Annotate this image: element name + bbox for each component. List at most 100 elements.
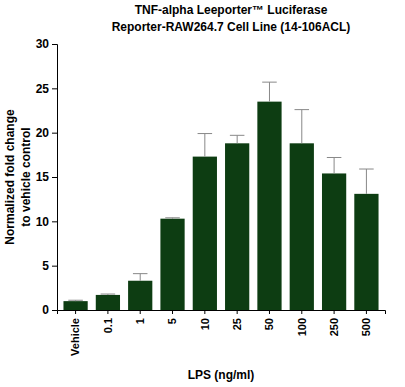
error-bar [133,274,148,281]
y-axis-title: to vehicle control [19,127,33,226]
tick-label: 250 [328,318,340,336]
bar [128,281,152,310]
tick-mark [52,177,57,178]
tick-label: 30 [36,37,50,51]
tick-mark [52,310,57,311]
tick: 250 [328,310,340,336]
tick-mark [52,88,57,89]
tick: 5 [42,259,57,273]
tick-mark [52,44,57,45]
tick: 5 [166,310,178,324]
error-bar [101,294,116,296]
error-bar [359,169,374,194]
error-stem [301,110,302,144]
error-cap [359,169,374,170]
tick-label: 20 [36,126,50,140]
error-cap [262,82,277,83]
tick-mark [52,221,57,222]
bar [257,102,281,310]
error-bar [295,110,310,144]
tick-label: 25 [231,318,243,330]
tick-mark [75,310,76,314]
plot: 051015202530Vehicle0.115102550100250500 [36,37,386,356]
x-axis-title: LPS (ng/ml) [188,368,255,382]
error-stem [366,169,367,194]
error-stem [140,274,141,281]
tick: 10 [199,310,211,330]
tick-mark [52,133,57,134]
bar [322,173,346,310]
tick-mark [204,310,205,314]
tick: 500 [360,310,372,336]
bars [63,82,378,310]
tick: 1 [134,310,146,324]
axis-line [58,311,386,315]
tick-mark [237,310,238,314]
tick-label: 500 [360,318,372,336]
error-bar [230,135,245,143]
error-cap [68,300,83,301]
y-axis-title: Normalized fold change [3,109,17,245]
tick-label: 0 [42,303,49,317]
tick: 20 [36,126,57,140]
error-cap [198,133,213,134]
tick: 10 [36,215,57,229]
tick-label: 25 [36,82,50,96]
error-bar [198,134,213,157]
error-cap [295,109,310,110]
tick: 100 [296,310,308,336]
tick-mark [107,310,108,314]
tick: 0.1 [102,310,114,333]
tick-label: 50 [263,318,275,330]
error-stem [237,135,238,143]
bar [96,295,120,310]
tick-label: 5 [166,318,178,324]
error-cap [133,273,148,274]
tick-label: Vehicle [69,318,81,356]
tick-mark [334,310,335,314]
error-stem [269,82,270,102]
tick-mark [140,310,141,314]
tick: 25 [231,310,243,330]
axis-line [52,45,58,311]
tick: 15 [36,170,57,184]
error-bar [327,157,342,173]
error-cap [230,135,245,136]
tick: 25 [36,82,57,96]
tick-label: 10 [199,318,211,330]
tick-mark [52,266,57,267]
error-stem [204,134,205,157]
tick-label: 100 [296,318,308,336]
bar [354,194,378,310]
bar [225,143,249,310]
bar [290,143,314,310]
tick-mark [366,310,367,314]
error-cap [327,157,342,158]
error-bar [68,300,83,302]
tick-label: 1 [134,318,146,324]
error-bar [165,217,180,219]
tick-mark [269,310,270,314]
tick: Vehicle [69,310,81,356]
error-cap [101,294,116,295]
chart: TNF-alpha Leeporter™ Luciferase Reporter-… [0,0,405,387]
x-axis: Vehicle 0.1 1 5 10 25 50 100 250 500 [58,310,386,356]
error-cap [165,217,180,218]
tick-mark [172,310,173,314]
tick: 50 [263,310,275,330]
tick: 0 [42,303,57,317]
y-axis: 0 5 10 15 20 25 30 [36,37,58,317]
title: TNF-alpha Leeporter™ Luciferase [135,3,328,17]
bar [193,157,217,310]
tick: 30 [36,37,57,51]
tick-mark [301,310,302,314]
tick-label: 5 [42,259,49,273]
error-bar [262,82,277,102]
tick-label: 0.1 [102,318,114,333]
bar [160,219,184,310]
tick-label: 15 [36,170,50,184]
title: Reporter-RAW264.7 Cell Line (14-106ACL) [112,20,351,34]
error-stem [334,157,335,173]
bar [63,301,87,310]
tick-label: 10 [36,215,50,229]
